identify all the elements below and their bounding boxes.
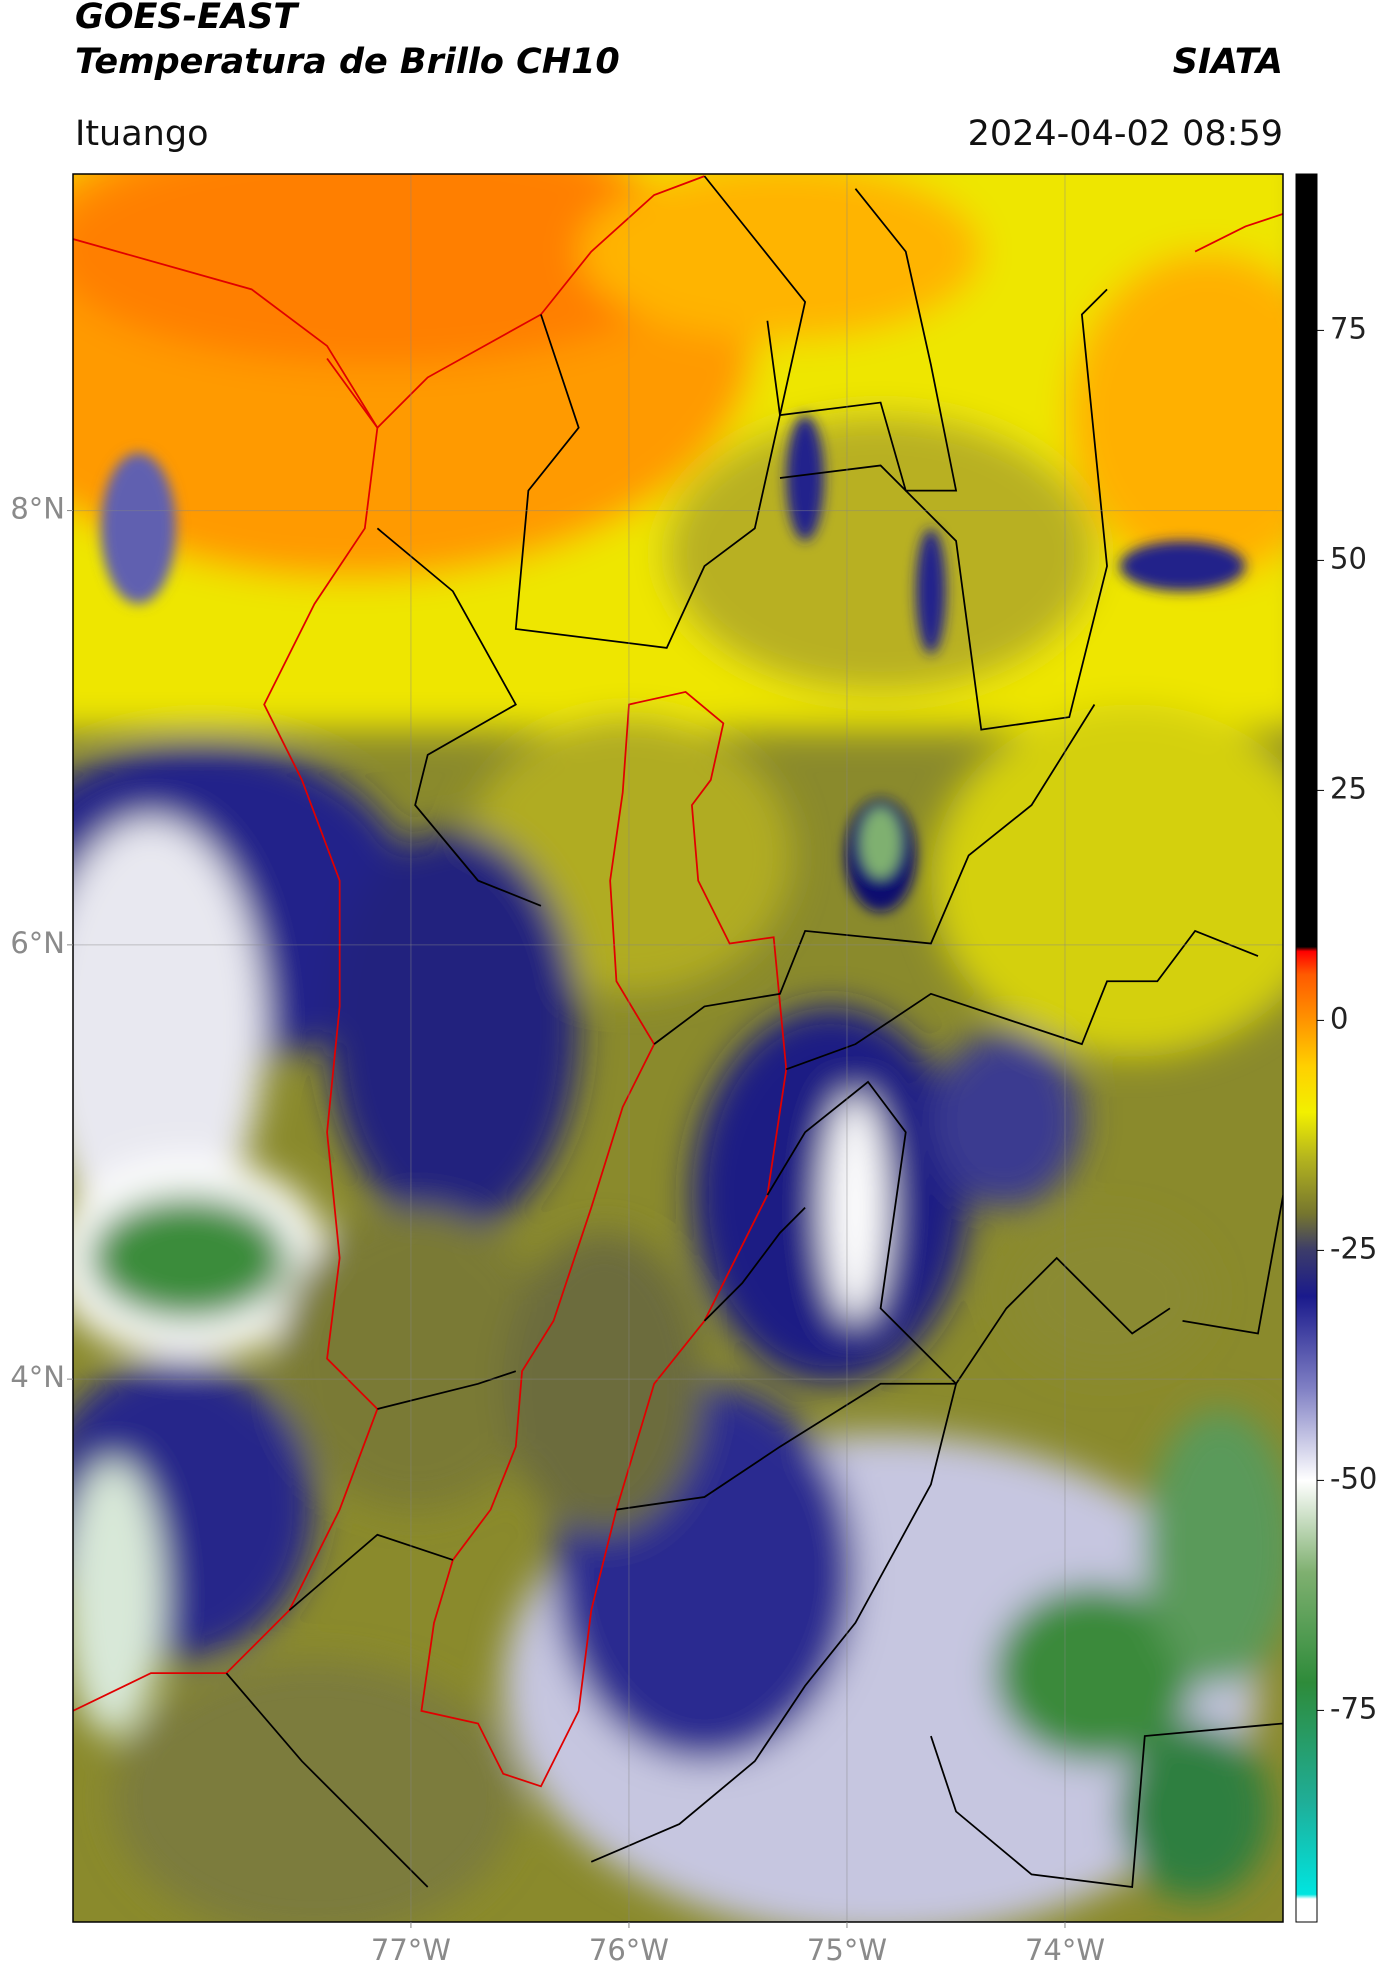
colorbar — [1295, 173, 1318, 1923]
map-frame — [72, 173, 1284, 1923]
colorbar-tick-label: 50 — [1330, 541, 1367, 575]
x-tick-label: 76°W — [589, 1933, 669, 1967]
title: GOES-EAST — [75, 0, 300, 37]
colorbar-tick-label: -50 — [1330, 1461, 1377, 1495]
subtitle: Temperatura de Brillo CH10 — [75, 42, 620, 82]
location: Ituango — [75, 114, 209, 154]
datetime: 2024-04-02 08:59 — [968, 114, 1283, 154]
x-tick-label: 75°W — [807, 1933, 887, 1967]
y-tick-label: 6°N — [10, 926, 65, 960]
source: SIATA — [1173, 42, 1283, 82]
colorbar-tick-label: -75 — [1330, 1691, 1377, 1725]
y-tick-label: 8°N — [10, 492, 65, 526]
colorbar-tick-label: 25 — [1330, 771, 1367, 805]
x-tick-label: 74°W — [1025, 1933, 1105, 1967]
colorbar-tick-label: 0 — [1330, 1001, 1348, 1035]
satellite-image — [73, 174, 1283, 1922]
x-tick-label: 77°W — [371, 1933, 451, 1967]
borders — [73, 175, 1283, 1888]
colorbar-tick-label: 75 — [1330, 311, 1367, 345]
y-tick-label: 4°N — [10, 1360, 65, 1394]
colorbar-tick-label: -25 — [1330, 1231, 1377, 1265]
grid — [73, 174, 1283, 1922]
